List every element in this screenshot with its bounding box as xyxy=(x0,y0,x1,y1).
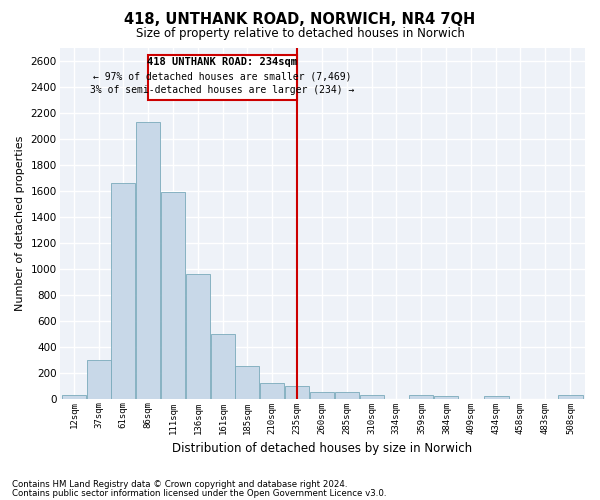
X-axis label: Distribution of detached houses by size in Norwich: Distribution of detached houses by size … xyxy=(172,442,472,455)
Bar xyxy=(87,360,111,399)
Text: Contains HM Land Registry data © Crown copyright and database right 2024.: Contains HM Land Registry data © Crown c… xyxy=(12,480,347,489)
Bar xyxy=(235,366,259,398)
Text: ← 97% of detached houses are smaller (7,469): ← 97% of detached houses are smaller (7,… xyxy=(93,72,352,82)
Bar xyxy=(434,396,458,398)
Bar xyxy=(335,392,359,398)
Bar xyxy=(148,56,297,100)
Bar xyxy=(409,394,433,398)
Bar xyxy=(161,192,185,398)
Bar xyxy=(186,274,211,398)
Bar xyxy=(62,396,86,398)
Bar xyxy=(136,122,160,398)
Text: Size of property relative to detached houses in Norwich: Size of property relative to detached ho… xyxy=(136,28,464,40)
Text: 418, UNTHANK ROAD, NORWICH, NR4 7QH: 418, UNTHANK ROAD, NORWICH, NR4 7QH xyxy=(124,12,476,28)
Bar xyxy=(310,392,334,398)
Text: Contains public sector information licensed under the Open Government Licence v3: Contains public sector information licen… xyxy=(12,490,386,498)
Bar xyxy=(285,386,310,398)
Bar xyxy=(211,334,235,398)
Text: 418 UNTHANK ROAD: 234sqm: 418 UNTHANK ROAD: 234sqm xyxy=(147,58,297,68)
Bar xyxy=(111,183,135,398)
Text: 3% of semi-detached houses are larger (234) →: 3% of semi-detached houses are larger (2… xyxy=(90,86,355,96)
Bar xyxy=(484,396,509,398)
Bar xyxy=(360,394,385,398)
Bar xyxy=(559,396,583,398)
Bar xyxy=(260,383,284,398)
Y-axis label: Number of detached properties: Number of detached properties xyxy=(15,136,25,311)
